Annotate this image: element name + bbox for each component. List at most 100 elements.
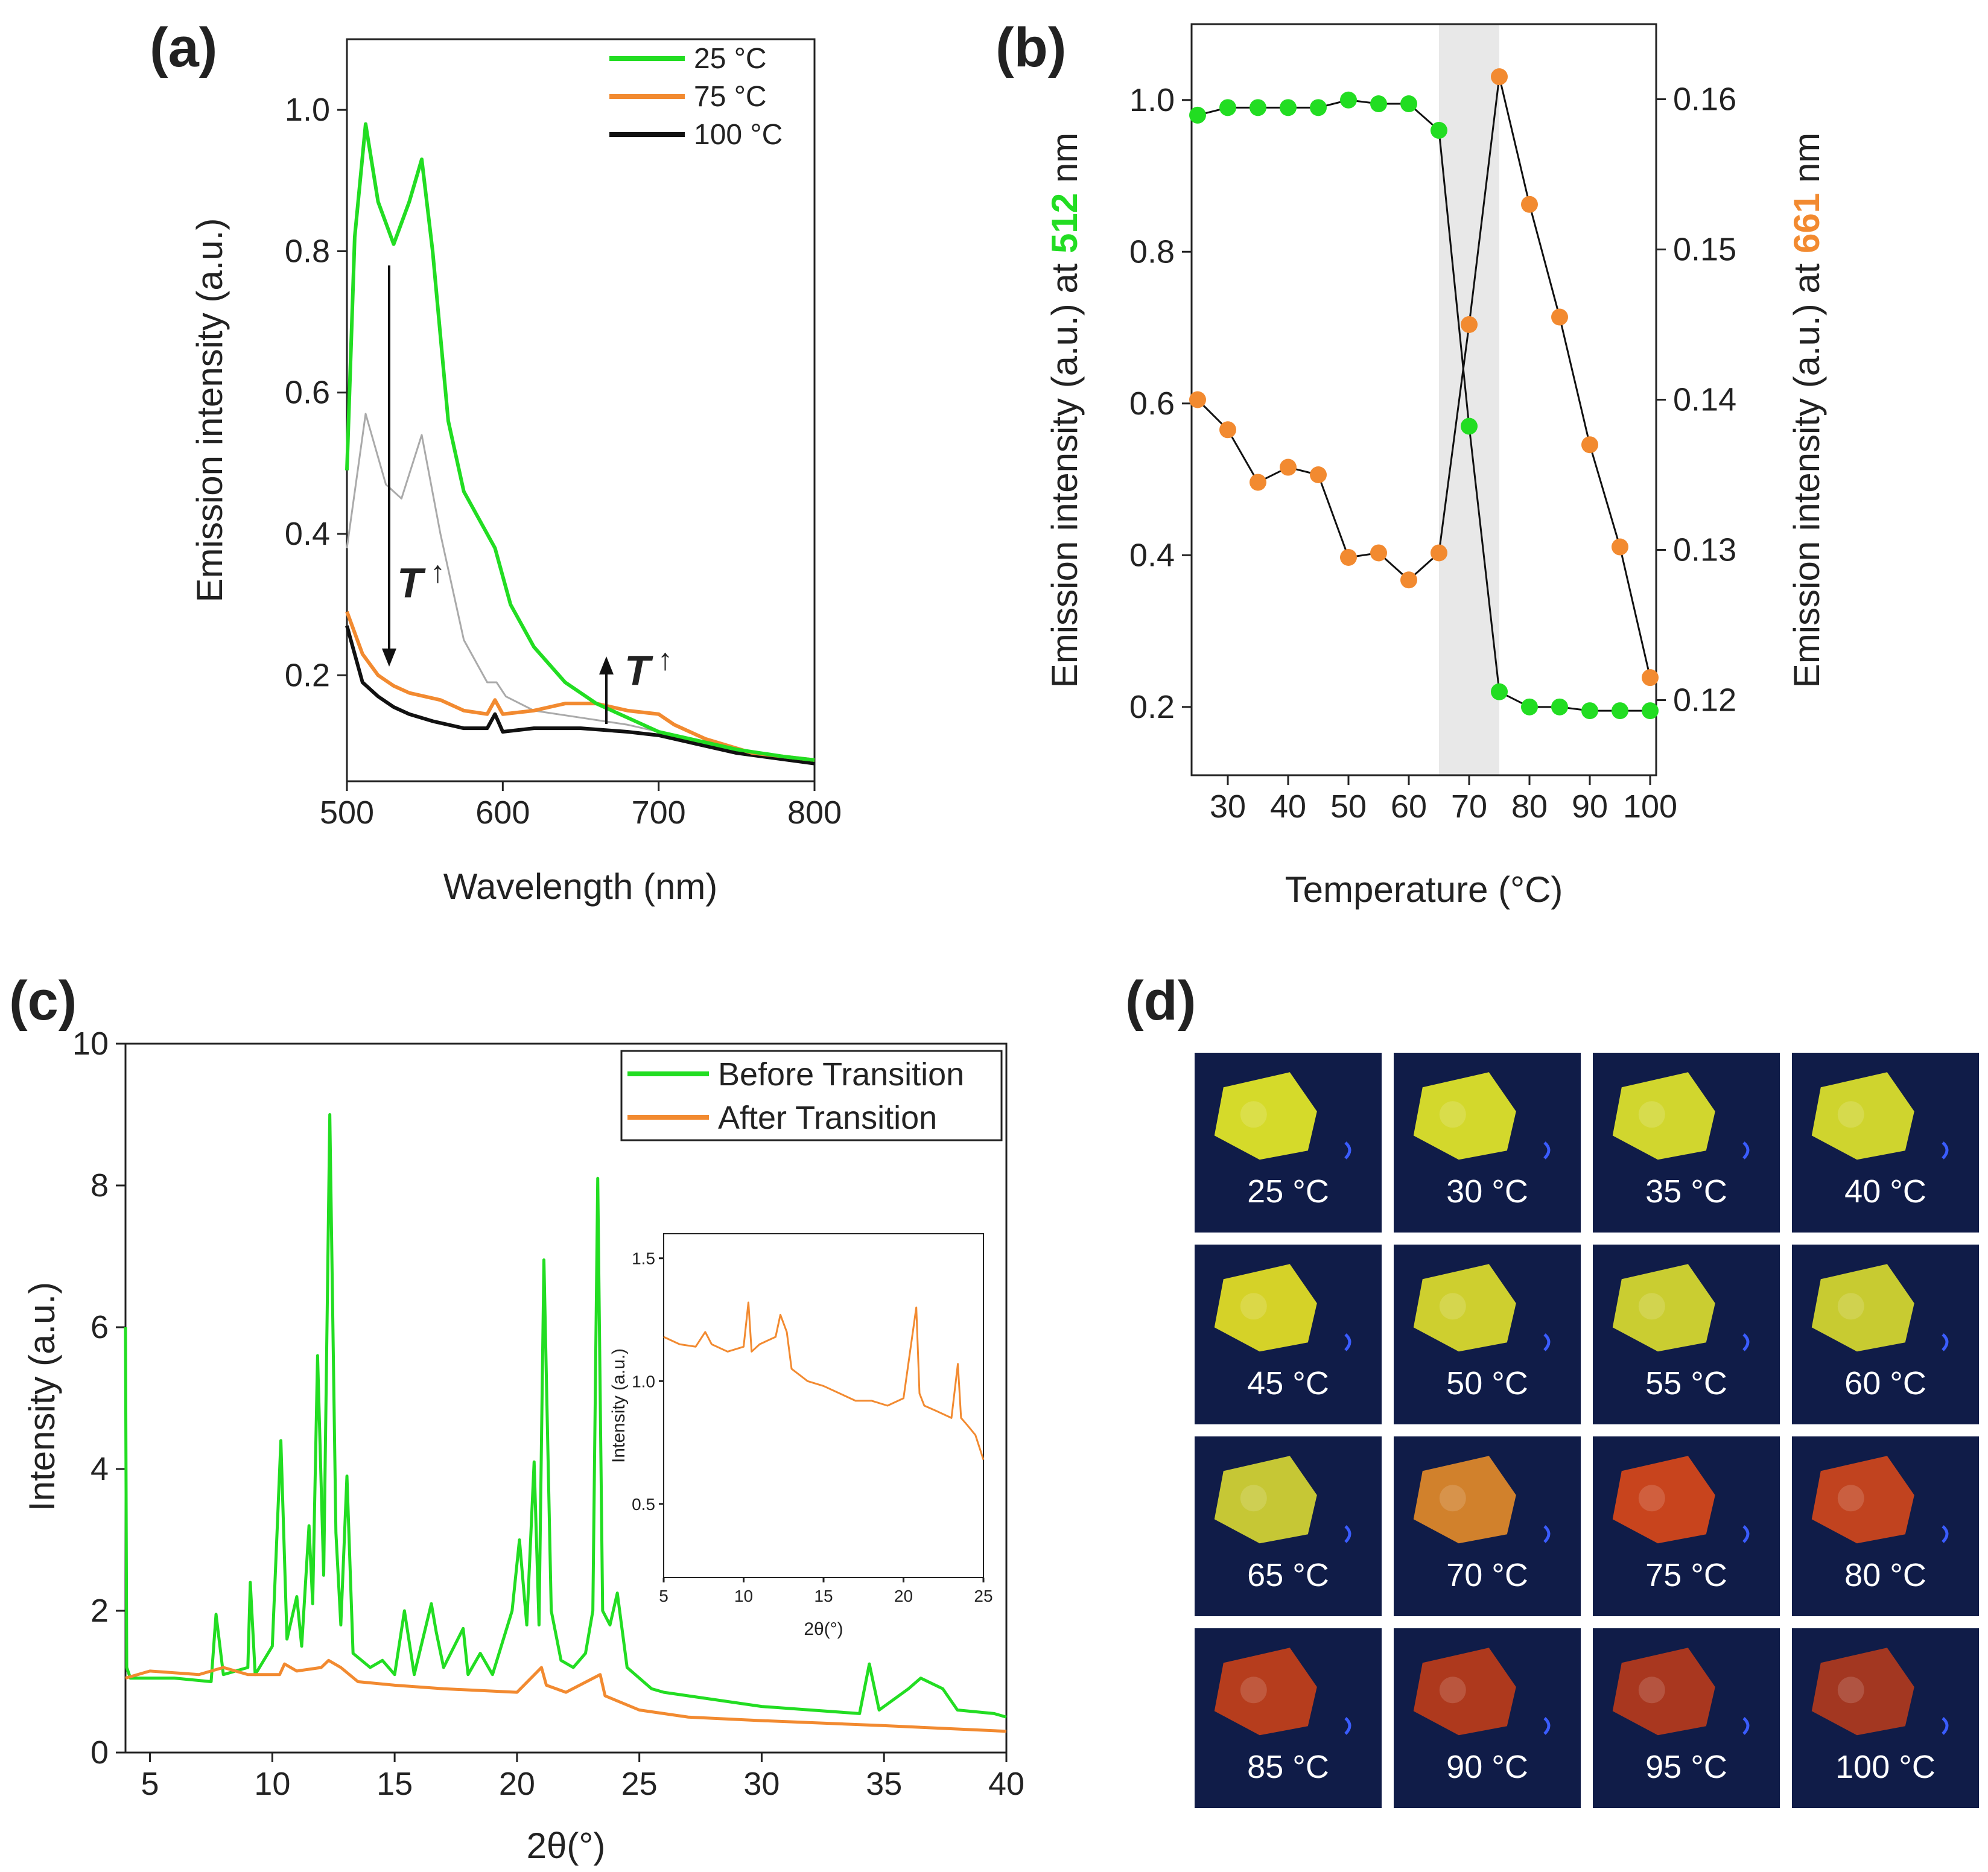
panel-c-label: (c) <box>9 970 77 1032</box>
y-tick-label: 1.0 <box>285 92 330 128</box>
sample-crystal <box>1612 1648 1715 1736</box>
y-tick-label: 0.4 <box>285 516 330 552</box>
photo-tile: 100 °C <box>1792 1628 1979 1808</box>
point-661nm <box>1581 436 1598 454</box>
photo-tile: 90 °C <box>1394 1628 1581 1808</box>
x-tick-label: 90 <box>1572 788 1608 825</box>
photo-tile: 65 °C <box>1195 1436 1382 1616</box>
up-arrow-glyph-1: ↑ <box>430 555 445 589</box>
y-tick-label: 0.8 <box>1129 233 1175 270</box>
y-tick-label: 0.5 <box>632 1495 655 1514</box>
x-tick-label: 600 <box>475 795 530 831</box>
moon-glyph <box>1543 1525 1551 1543</box>
photo-temperature-label: 45 °C <box>1247 1365 1329 1401</box>
x-tick-label: 40 <box>1270 788 1306 825</box>
sample-crystal <box>1811 1456 1914 1544</box>
transition-band <box>1439 24 1499 775</box>
sample-crystal <box>1612 1072 1715 1160</box>
panel-c-legend-box <box>620 1050 1003 1141</box>
sample-crystal <box>1811 1072 1914 1160</box>
point-512nm <box>1612 702 1628 720</box>
point-661nm <box>1551 308 1568 326</box>
point-512nm <box>1491 683 1508 700</box>
photo-tile: 55 °C <box>1593 1245 1780 1424</box>
panel-b: (b) 30 40 50 60 70 80 90 100 0.2 0.4 0.6 0.8 1.0 0.12… <box>996 17 1827 910</box>
photo-temperature-label: 25 °C <box>1247 1173 1329 1210</box>
y-tick-label: 0.6 <box>1129 386 1175 422</box>
spectrum-100C <box>345 625 815 766</box>
inset-lines <box>663 1301 985 1461</box>
y-tick-label: 4 <box>91 1451 109 1487</box>
arrow-up-head <box>599 656 614 674</box>
moon-glyph <box>1344 1333 1351 1351</box>
point-512nm <box>1431 122 1447 139</box>
moon-glyph <box>1742 1333 1750 1351</box>
photo-temperature-label: 90 °C <box>1446 1749 1528 1785</box>
x-tick-label: 5 <box>141 1766 159 1802</box>
y2-tick-label: 0.13 <box>1673 532 1736 568</box>
panel-a-label: (a) <box>150 17 217 78</box>
x-tick-label: 100 <box>1623 788 1677 825</box>
inset-ylabel: Intensity (a.u.) <box>609 1348 629 1463</box>
x-tick-label: 10 <box>734 1587 753 1605</box>
x-tick-label: 30 <box>743 1766 780 1802</box>
inset-pxrd-after <box>663 1301 985 1461</box>
panel-b-label: (b) <box>996 17 1066 78</box>
moon-glyph <box>1344 1717 1351 1735</box>
x-tick-label: 70 <box>1451 788 1487 825</box>
y-tick-label: 1.0 <box>1129 82 1175 118</box>
panel-b-y2label-wavelength: 661 <box>1786 193 1827 253</box>
moon-glyph <box>1742 1141 1750 1160</box>
point-661nm <box>1370 544 1387 562</box>
panel-c-xlabel: 2θ(°) <box>527 1826 606 1866</box>
panel-b-points <box>1189 68 1659 720</box>
x-tick-label: 35 <box>866 1766 902 1802</box>
point-512nm <box>1581 702 1598 720</box>
panel-a-ylabel: Emission intensity (a.u.) <box>189 218 230 603</box>
sample-highlight <box>1439 1485 1466 1512</box>
legend-label-75: 75 °C <box>694 81 767 113</box>
pxrd-before <box>124 1113 1007 1719</box>
sample-highlight <box>1439 1101 1466 1128</box>
sample-crystal <box>1413 1648 1516 1736</box>
panel-b-ylabel-wavelength: 512 <box>1044 193 1085 253</box>
point-661nm <box>1461 316 1478 333</box>
sample-highlight <box>1240 1677 1267 1704</box>
x-tick-label: 80 <box>1511 788 1548 825</box>
moon-glyph <box>1942 1141 1949 1160</box>
moon-glyph <box>1742 1525 1750 1543</box>
panel-a-annotations: T ↑ T ↑ <box>382 265 673 724</box>
sample-highlight <box>1638 1485 1665 1512</box>
sample-highlight <box>1638 1101 1665 1128</box>
panel-b-xlabel: Temperature (°C) <box>1285 869 1563 910</box>
sample-crystal <box>1413 1456 1516 1544</box>
sample-crystal <box>1811 1648 1914 1736</box>
point-661nm <box>1491 68 1508 86</box>
pxrd-after <box>125 1658 1007 1733</box>
point-661nm <box>1612 538 1628 556</box>
sample-highlight <box>1439 1677 1466 1704</box>
point-512nm <box>1280 99 1297 116</box>
x-tick-label: 25 <box>621 1766 658 1802</box>
panel-b-y2label: Emission intensity (a.u.) at 661 nm <box>1786 133 1827 688</box>
point-512nm <box>1370 95 1387 113</box>
photo-grid: 25 °C 30 °C 35 °C 40 °C 45 °C 50 °C 55 °C 60 °C… <box>1195 1053 1979 1808</box>
point-661nm <box>1431 544 1447 562</box>
sample-crystal <box>1811 1264 1914 1352</box>
panel-c: (c) 5 10 15 20 25 30 35 40 0 2 4 6 8 10 2θ(°) Intensi… <box>9 970 1024 1866</box>
sample-highlight <box>1439 1293 1466 1320</box>
legend-label-100: 100 °C <box>694 119 783 151</box>
moon-glyph <box>1942 1717 1949 1735</box>
y-tick-label: 0.2 <box>285 657 330 693</box>
panel-b-y2label-unit: nm <box>1786 133 1827 193</box>
x-tick-label: 15 <box>814 1587 833 1605</box>
y-tick-label: 0.8 <box>285 233 330 269</box>
photo-tile: 70 °C <box>1394 1436 1581 1616</box>
panel-b-lines <box>1196 76 1651 712</box>
arrow-down-head <box>382 649 396 667</box>
point-512nm <box>1189 106 1206 124</box>
sample-highlight <box>1837 1677 1864 1704</box>
photo-temperature-label: 55 °C <box>1645 1365 1727 1401</box>
panel-a-lines <box>345 122 815 766</box>
